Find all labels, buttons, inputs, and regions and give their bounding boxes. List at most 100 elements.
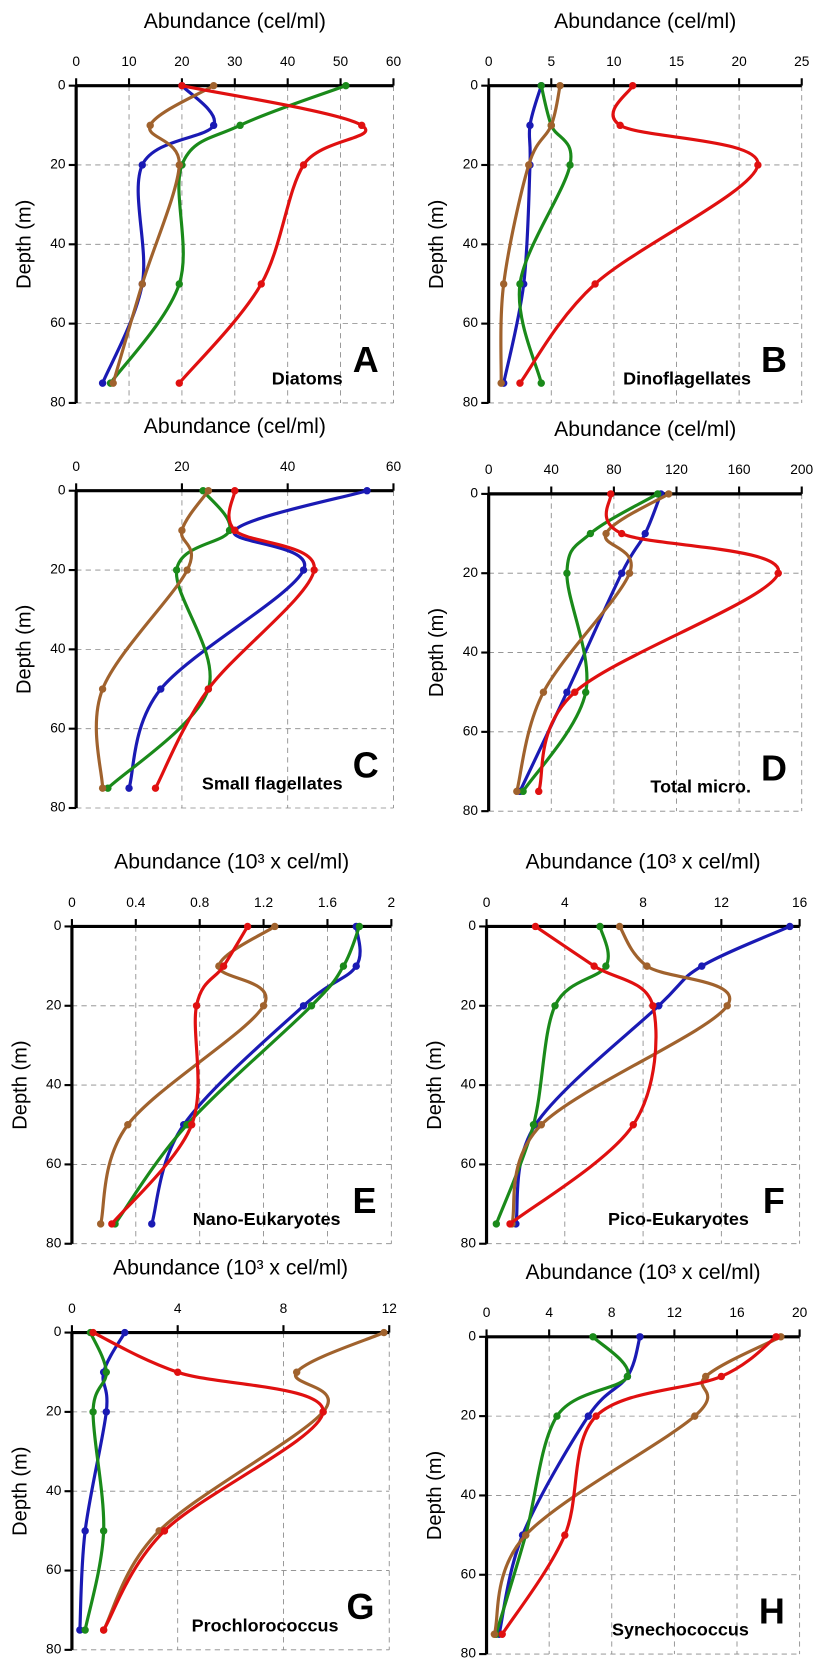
y-tick-label: 0 bbox=[470, 77, 478, 92]
panel: Abundance (cel/ml) Depth (m) 0 20 40 60 0 20 40 6… bbox=[14, 415, 402, 815]
data-point bbox=[537, 379, 545, 387]
data-point bbox=[513, 787, 521, 796]
y-axis-title: Depth (m) bbox=[424, 1451, 446, 1540]
y-tick-label: 60 bbox=[46, 1562, 62, 1577]
x-axis-title: Abundance (10³ x cel/ml) bbox=[526, 851, 761, 874]
data-point bbox=[192, 1002, 201, 1010]
series-label: Prochlorococcus bbox=[192, 1615, 339, 1635]
data-point bbox=[553, 1412, 561, 1420]
data-point bbox=[590, 962, 598, 970]
data-point bbox=[526, 121, 534, 130]
data-point bbox=[121, 1328, 129, 1337]
data-point bbox=[691, 1412, 699, 1420]
data-point bbox=[99, 1626, 108, 1634]
data-point bbox=[358, 121, 366, 130]
x-tick-label: 8 bbox=[280, 1301, 288, 1316]
data-point bbox=[698, 962, 706, 970]
x-tick-label: 1.2 bbox=[254, 895, 273, 910]
y-axis-title: Depth (m) bbox=[9, 1040, 31, 1129]
data-point bbox=[625, 569, 634, 577]
x-tick-label: 8 bbox=[608, 1305, 616, 1320]
data-point bbox=[124, 1121, 132, 1129]
series-label: Total micro. bbox=[650, 777, 751, 797]
data-point bbox=[257, 280, 265, 288]
data-point bbox=[188, 1121, 196, 1129]
data-point bbox=[175, 280, 183, 288]
x-tick-label: 12 bbox=[667, 1305, 682, 1320]
profile-line bbox=[494, 926, 610, 1225]
y-axis-title: Depth (m) bbox=[14, 605, 36, 694]
profile-line bbox=[110, 925, 249, 1225]
x-tick-label: 16 bbox=[729, 1305, 745, 1320]
x-tick-label: 60 bbox=[386, 54, 402, 69]
y-tick-label: 20 bbox=[461, 997, 477, 1012]
y-tick-label: 40 bbox=[50, 641, 66, 656]
data-point bbox=[138, 161, 146, 169]
profile-line bbox=[78, 1331, 127, 1631]
y-axis-title: Depth (m) bbox=[426, 200, 448, 289]
data-point bbox=[209, 121, 218, 130]
data-point bbox=[563, 688, 571, 696]
x-tick-label: 20 bbox=[174, 54, 190, 69]
panel-letter: C bbox=[353, 744, 379, 785]
data-point bbox=[607, 490, 615, 498]
data-point bbox=[271, 922, 279, 931]
data-point bbox=[655, 1002, 663, 1010]
series-label: Dinoflagellates bbox=[623, 368, 751, 388]
profile-line bbox=[509, 925, 658, 1226]
x-tick-label: 0 bbox=[485, 462, 493, 477]
profile-line bbox=[510, 925, 732, 1225]
data-point bbox=[231, 487, 239, 495]
x-axis-title: Abundance (cel/ml) bbox=[144, 10, 326, 33]
series-label: Nano-Eukaryotes bbox=[193, 1209, 341, 1229]
y-tick-label: 80 bbox=[50, 800, 66, 815]
data-point bbox=[498, 1630, 506, 1638]
data-point bbox=[108, 1220, 116, 1228]
y-tick-label: 20 bbox=[46, 1404, 62, 1419]
data-point bbox=[148, 1220, 156, 1228]
data-point bbox=[380, 1328, 388, 1337]
data-point bbox=[636, 1333, 644, 1341]
data-point bbox=[589, 1333, 597, 1341]
y-tick-label: 0 bbox=[468, 918, 476, 933]
data-point bbox=[618, 569, 626, 577]
data-point bbox=[307, 1002, 316, 1010]
profile-line bbox=[109, 84, 347, 385]
profile-line bbox=[83, 1331, 108, 1631]
data-point bbox=[566, 161, 574, 169]
data-point bbox=[243, 922, 252, 931]
y-tick-label: 40 bbox=[461, 1077, 477, 1092]
data-point bbox=[717, 1372, 726, 1381]
data-point bbox=[490, 1630, 499, 1638]
data-point bbox=[584, 1412, 592, 1420]
data-point bbox=[561, 1531, 569, 1539]
data-point bbox=[754, 161, 762, 169]
y-tick-label: 80 bbox=[50, 395, 66, 410]
data-point bbox=[723, 1002, 731, 1010]
profile-line bbox=[150, 926, 362, 1225]
x-tick-label: 40 bbox=[280, 459, 296, 474]
x-tick-label: 10 bbox=[121, 54, 137, 69]
x-tick-label: 40 bbox=[280, 54, 296, 69]
data-point bbox=[173, 1368, 182, 1376]
data-point bbox=[551, 1002, 559, 1010]
data-point bbox=[178, 81, 186, 90]
data-point bbox=[160, 1527, 169, 1535]
x-axis-title: Abundance (10³ x cel/ml) bbox=[114, 851, 349, 874]
data-point bbox=[219, 962, 228, 970]
data-point bbox=[649, 1002, 657, 1010]
y-tick-label: 0 bbox=[54, 1324, 62, 1339]
data-point bbox=[76, 1626, 84, 1634]
x-tick-label: 12 bbox=[382, 1301, 397, 1316]
data-point bbox=[231, 526, 239, 535]
profile-line bbox=[500, 1335, 778, 1636]
series-label: Synechococcus bbox=[612, 1620, 749, 1640]
data-point bbox=[172, 566, 181, 574]
data-point bbox=[125, 784, 133, 792]
data-point bbox=[664, 490, 673, 498]
y-tick-label: 20 bbox=[46, 997, 62, 1012]
x-tick-label: 0.8 bbox=[190, 895, 209, 910]
data-point bbox=[654, 490, 662, 498]
x-tick-label: 80 bbox=[606, 462, 622, 477]
profile-line bbox=[492, 1335, 782, 1635]
